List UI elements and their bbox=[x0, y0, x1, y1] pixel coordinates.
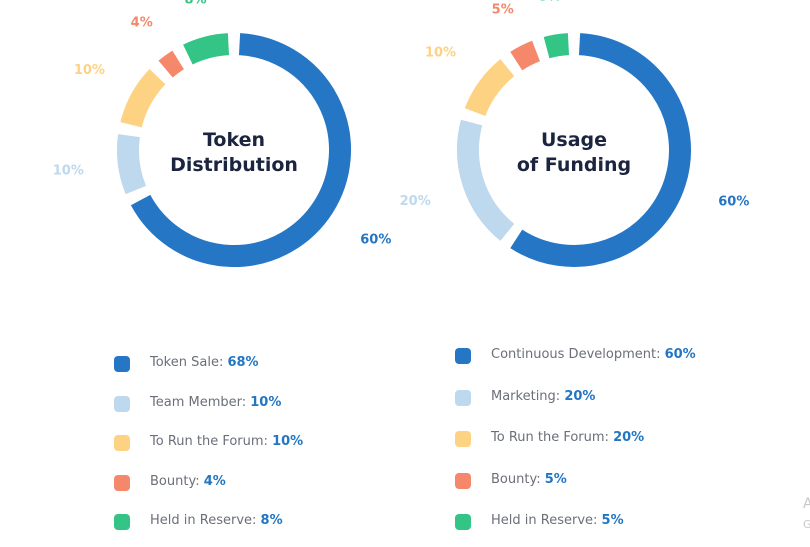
legend-text: Marketing: bbox=[491, 388, 565, 404]
legend-label: Marketing: 20% bbox=[491, 389, 595, 404]
legend-label: To Run the Forum: 20% bbox=[491, 430, 644, 445]
donut-slice bbox=[183, 33, 230, 65]
token-distribution-title: Token Distribution bbox=[84, 128, 384, 178]
slice-percent-label: 5% bbox=[492, 3, 514, 18]
edge-text: G bbox=[803, 518, 810, 531]
legend-text: Token Sale: bbox=[150, 355, 228, 370]
slice-percent-label: 60% bbox=[718, 194, 749, 209]
legend-label: Continuous Development: 60% bbox=[491, 347, 696, 362]
slice-percent-label: 10% bbox=[53, 163, 84, 178]
legend-text: Team Member: bbox=[150, 394, 251, 410]
chart-title-line: Token bbox=[202, 129, 266, 151]
donut-slice bbox=[510, 40, 541, 71]
legend-text: To Run the Forum: bbox=[491, 430, 614, 445]
legend-value: 68% bbox=[227, 355, 259, 370]
slice-percent-label: 20% bbox=[400, 194, 431, 209]
legend-swatch bbox=[114, 395, 130, 412]
slice-percent-label: 5% bbox=[539, 0, 561, 4]
legend-swatch bbox=[455, 431, 471, 447]
legend-label: Token Sale: 68% bbox=[150, 355, 259, 370]
legend-label: To Run the Forum: 10% bbox=[150, 434, 303, 449]
token-distribution-chart: 60% 10% 10% 4% 8% Token Distribution bbox=[53, 0, 391, 300]
legend-value: 8% bbox=[260, 513, 283, 528]
donut-slice bbox=[543, 33, 570, 59]
legend-swatch bbox=[114, 356, 130, 372]
legend-value: 10% bbox=[250, 394, 282, 410]
legend-value: 5% bbox=[544, 471, 567, 487]
chart-title-line: Usage bbox=[540, 129, 608, 151]
donut-slice bbox=[158, 50, 185, 78]
donut-slice bbox=[120, 69, 166, 128]
legend-swatch bbox=[455, 389, 471, 406]
legend-swatch bbox=[114, 435, 130, 451]
legend-value: 20% bbox=[564, 388, 596, 404]
legend-text: To Run the Forum: bbox=[150, 434, 273, 449]
legend-text: Bounty: bbox=[491, 471, 545, 487]
donut-slice bbox=[464, 59, 515, 117]
chart-title-line: Distribution bbox=[170, 154, 298, 176]
legend-swatch bbox=[455, 514, 471, 530]
legend-text: Held in Reserve: bbox=[491, 513, 602, 528]
legend-text: Held in Reserve: bbox=[150, 513, 261, 528]
legend-value: 4% bbox=[203, 473, 226, 489]
legend-label: Team Member: 10% bbox=[150, 395, 281, 410]
legend-label: Held in Reserve: 8% bbox=[150, 513, 283, 528]
legend-text: Continuous Development: bbox=[491, 347, 665, 362]
legend-swatch bbox=[114, 514, 130, 530]
slice-percent-label: 10% bbox=[74, 63, 105, 78]
chart-title-line: of Funding bbox=[516, 154, 632, 176]
donut-slice bbox=[510, 33, 692, 267]
slice-percent-label: 4% bbox=[131, 16, 153, 31]
donut-slice bbox=[130, 33, 351, 267]
legend-swatch bbox=[455, 348, 471, 364]
edge-text: A bbox=[803, 496, 810, 512]
legend-label: Bounty: 4% bbox=[150, 474, 226, 489]
legend-label: Held in Reserve: 5% bbox=[491, 513, 624, 528]
legend-value: 5% bbox=[601, 513, 624, 528]
slice-percent-label: 10% bbox=[425, 46, 456, 61]
usage-of-funding-donut: 60% 20% 10% 5% 5% bbox=[400, 0, 749, 267]
legend-value: 10% bbox=[272, 434, 304, 449]
legend-swatch bbox=[114, 474, 130, 491]
usage-of-funding-title: Usage of Funding bbox=[424, 128, 724, 178]
slice-percent-label: 8% bbox=[184, 0, 206, 7]
usage-of-funding-chart: 60% 20% 10% 5% 5% Usage of Funding bbox=[400, 0, 749, 300]
legend-value: 20% bbox=[613, 430, 645, 445]
token-distribution-donut: 60% 10% 10% 4% 8% bbox=[53, 0, 391, 267]
donut-slice bbox=[457, 119, 515, 241]
legend-swatch bbox=[455, 472, 471, 489]
donut-slice bbox=[117, 134, 147, 195]
legend-label: Bounty: 5% bbox=[491, 472, 567, 487]
slice-percent-label: 60% bbox=[360, 233, 391, 248]
legend-text: Bounty: bbox=[150, 473, 204, 489]
legend-value: 60% bbox=[664, 347, 696, 362]
